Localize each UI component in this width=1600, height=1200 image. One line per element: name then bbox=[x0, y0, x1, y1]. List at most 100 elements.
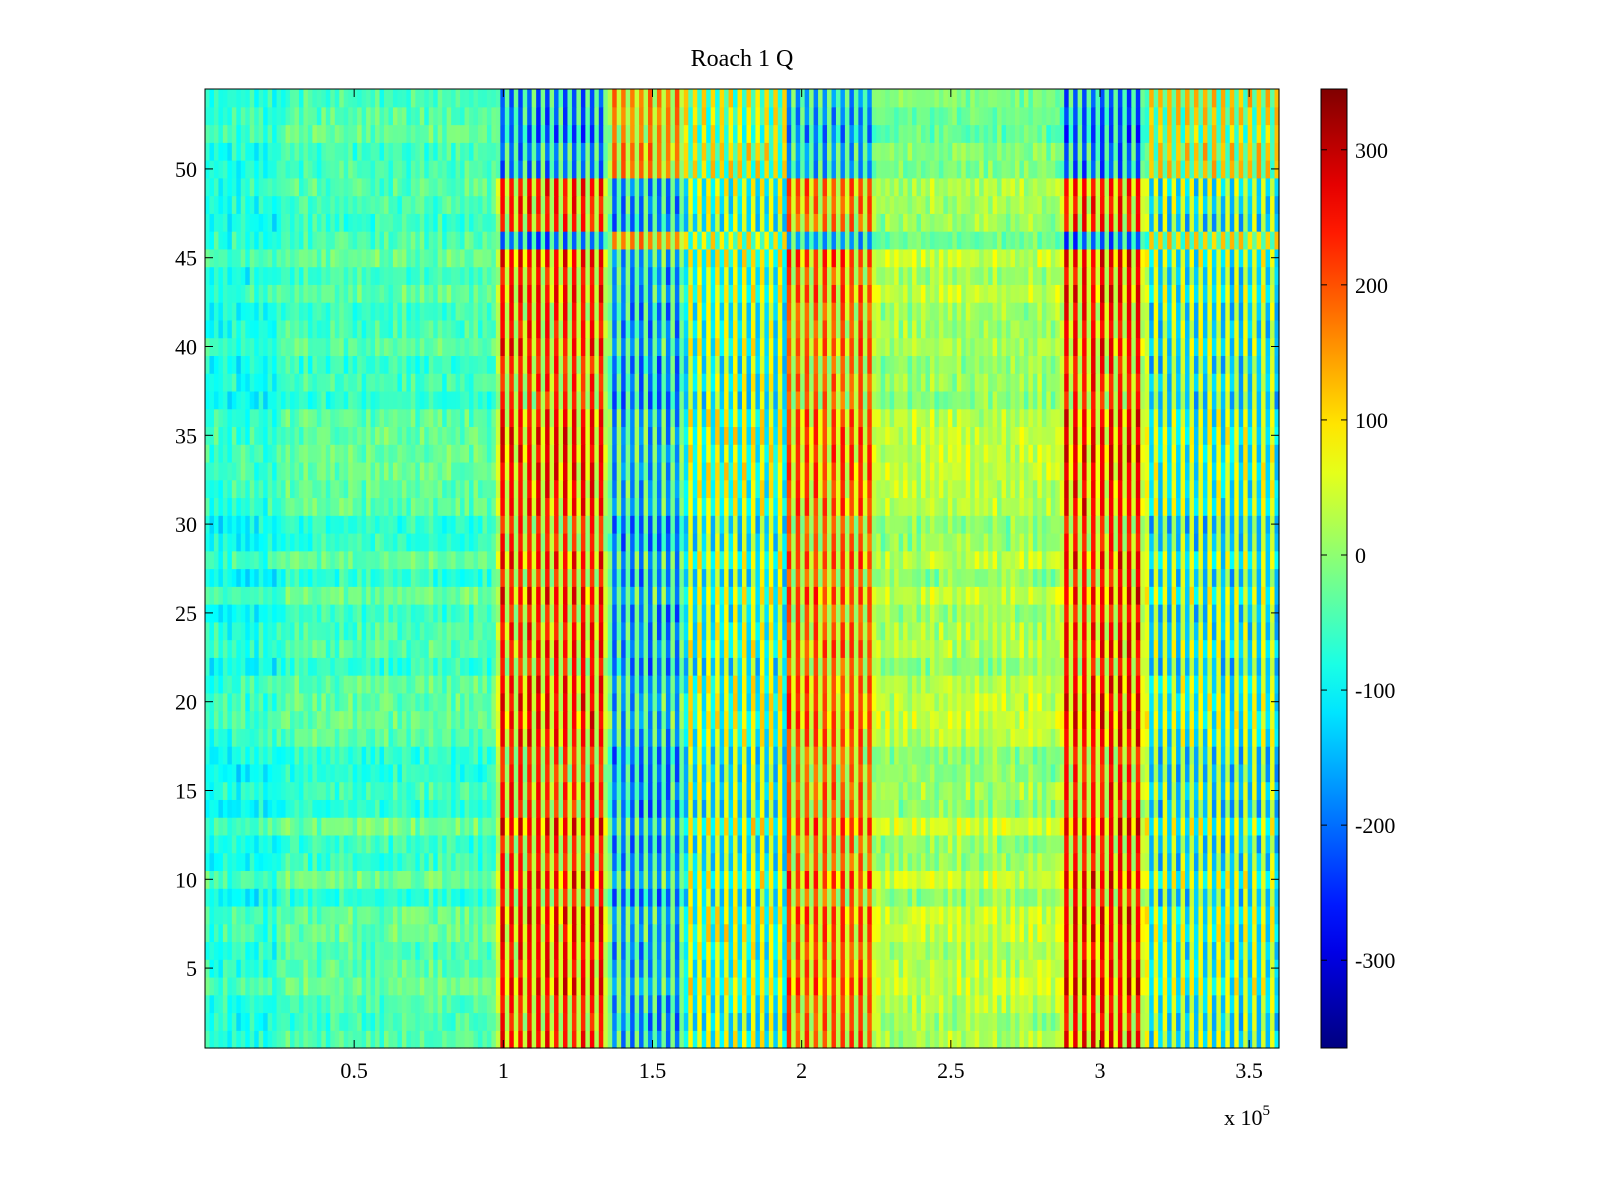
heatmap-cell bbox=[1229, 834, 1235, 854]
heatmap-cell bbox=[218, 675, 224, 694]
heatmap-cell bbox=[384, 763, 390, 783]
heatmap-cell bbox=[840, 959, 846, 978]
heatmap-cell bbox=[231, 675, 237, 694]
heatmap-cell bbox=[835, 763, 842, 783]
heatmap-cell bbox=[316, 976, 322, 996]
heatmap-cell bbox=[988, 852, 994, 872]
heatmap-cell bbox=[482, 1030, 488, 1049]
heatmap-cell bbox=[1108, 799, 1115, 818]
heatmap-cell bbox=[227, 852, 233, 872]
heatmap-cell bbox=[460, 923, 466, 943]
heatmap-cell bbox=[580, 675, 586, 694]
heatmap-cell bbox=[433, 852, 439, 872]
heatmap-cell bbox=[1198, 888, 1204, 907]
heatmap-cell bbox=[1046, 852, 1052, 872]
heatmap-cell bbox=[822, 905, 828, 925]
heatmap-cell bbox=[469, 781, 475, 800]
heatmap-cell bbox=[316, 1030, 322, 1049]
heatmap-cell bbox=[433, 746, 439, 765]
heatmap-cell bbox=[853, 870, 859, 889]
heatmap-cell bbox=[433, 1030, 439, 1049]
heatmap-cell bbox=[1162, 1030, 1168, 1049]
heatmap-cell bbox=[469, 888, 475, 907]
heatmap-cell bbox=[594, 799, 600, 818]
heatmap-cell bbox=[531, 959, 537, 978]
heatmap-cell bbox=[616, 675, 622, 694]
heatmap-cell bbox=[1149, 1030, 1155, 1049]
heatmap-cell bbox=[1220, 994, 1226, 1014]
heatmap-cell bbox=[827, 852, 833, 872]
heatmap-cell bbox=[437, 941, 443, 960]
heatmap-cell bbox=[272, 976, 278, 996]
heatmap-cell bbox=[947, 692, 953, 712]
heatmap-cell bbox=[719, 710, 725, 729]
heatmap-cell bbox=[648, 941, 654, 960]
heatmap-cell bbox=[1023, 994, 1029, 1014]
heatmap-cell bbox=[1019, 870, 1025, 889]
heatmap-cell bbox=[621, 675, 627, 694]
heatmap-cell bbox=[965, 746, 971, 765]
heatmap-cell bbox=[1243, 994, 1249, 1014]
heatmap-cell bbox=[1216, 799, 1222, 818]
heatmap-cell bbox=[974, 923, 980, 943]
heatmap-cell bbox=[621, 888, 627, 907]
heatmap-cell bbox=[813, 888, 819, 907]
heatmap-cell bbox=[375, 746, 381, 765]
heatmap-cell bbox=[1086, 852, 1092, 872]
heatmap-cell bbox=[1001, 1012, 1007, 1031]
heatmap-cell bbox=[1104, 692, 1110, 712]
heatmap-cell bbox=[1225, 763, 1231, 783]
heatmap-cell bbox=[764, 763, 770, 783]
heatmap-cell bbox=[1001, 817, 1007, 836]
heatmap-cell bbox=[688, 817, 694, 836]
heatmap-cell bbox=[706, 870, 712, 889]
heatmap-cell bbox=[988, 941, 994, 960]
heatmap-cell bbox=[1082, 728, 1088, 747]
heatmap-cell bbox=[894, 870, 900, 889]
heatmap-cell bbox=[858, 905, 864, 925]
heatmap-cell bbox=[715, 746, 721, 765]
heatmap-cell bbox=[639, 710, 645, 729]
heatmap-cell bbox=[598, 799, 604, 818]
heatmap-cell bbox=[410, 1012, 416, 1031]
heatmap-cell bbox=[307, 817, 313, 836]
heatmap-cell bbox=[697, 728, 703, 747]
heatmap-cell bbox=[576, 781, 582, 800]
heatmap-cell bbox=[724, 1030, 730, 1049]
heatmap-cell bbox=[1220, 692, 1226, 712]
heatmap-cell bbox=[1234, 905, 1240, 925]
heatmap-cell bbox=[1041, 1030, 1047, 1049]
heatmap-cell bbox=[352, 905, 358, 925]
heatmap-cell bbox=[1198, 763, 1204, 783]
heatmap-cell bbox=[240, 941, 246, 960]
heatmap-cell bbox=[912, 852, 918, 872]
heatmap-cell bbox=[464, 888, 470, 907]
heatmap-cell bbox=[952, 888, 958, 907]
heatmap-cell bbox=[965, 692, 971, 712]
heatmap-cell bbox=[464, 763, 470, 783]
heatmap-cell bbox=[491, 834, 497, 854]
heatmap-cell bbox=[952, 746, 958, 765]
heatmap-cell bbox=[912, 905, 918, 925]
heatmap-cell bbox=[679, 781, 685, 800]
heatmap-cell bbox=[1202, 1030, 1208, 1049]
heatmap-cell bbox=[1243, 1012, 1249, 1031]
heatmap-cell bbox=[1064, 959, 1070, 978]
heatmap-cell bbox=[500, 852, 506, 872]
heatmap-cell bbox=[648, 852, 654, 872]
heatmap-cell bbox=[773, 888, 779, 907]
heatmap-cell bbox=[531, 781, 537, 800]
heatmap-cell bbox=[428, 905, 434, 925]
heatmap-cell bbox=[921, 728, 927, 747]
heatmap-cell bbox=[1091, 888, 1097, 907]
heatmap-cell bbox=[1086, 905, 1092, 925]
heatmap-cell bbox=[701, 675, 707, 694]
heatmap-cell bbox=[728, 763, 734, 783]
heatmap-cell bbox=[1108, 728, 1115, 747]
heatmap-cell bbox=[1193, 817, 1200, 836]
heatmap-cell bbox=[464, 905, 470, 925]
heatmap-cell bbox=[294, 888, 300, 907]
heatmap-cell bbox=[1135, 976, 1141, 996]
heatmap-cell bbox=[1135, 746, 1141, 765]
heatmap-cell bbox=[321, 888, 327, 907]
